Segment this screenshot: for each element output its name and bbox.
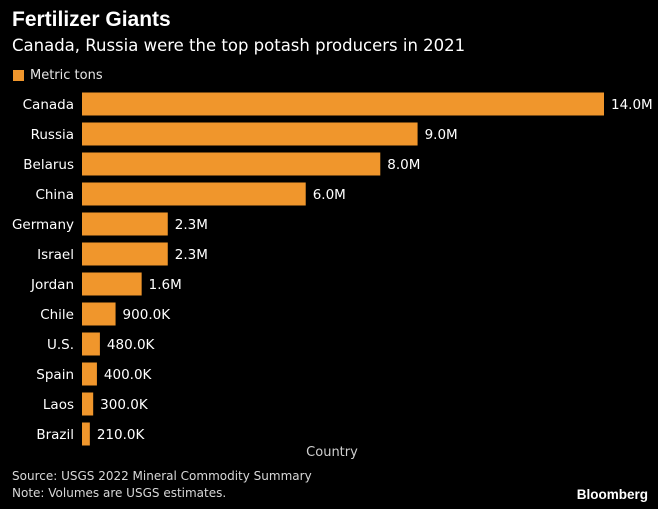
category-label: Russia bbox=[31, 127, 74, 143]
data-label: 8.0M bbox=[387, 157, 420, 173]
data-label: 210.0K bbox=[97, 427, 146, 443]
data-label: 9.0M bbox=[425, 127, 458, 143]
bar bbox=[82, 422, 90, 446]
category-label: Canada bbox=[23, 97, 74, 113]
category-label: Laos bbox=[43, 397, 74, 413]
source-note: Source: USGS 2022 Mineral Commodity Summ… bbox=[12, 469, 312, 483]
bar bbox=[82, 92, 604, 116]
data-label: 2.3M bbox=[175, 247, 208, 263]
bar bbox=[82, 362, 97, 386]
category-label: Brazil bbox=[36, 427, 74, 443]
category-label: Spain bbox=[36, 367, 74, 383]
bar bbox=[82, 182, 306, 206]
data-label: 14.0M bbox=[611, 97, 653, 113]
data-label: 1.6M bbox=[149, 277, 182, 293]
data-label: 480.0K bbox=[107, 337, 156, 353]
bar bbox=[82, 332, 100, 356]
category-label: Jordan bbox=[30, 277, 74, 293]
footnote: Note: Volumes are USGS estimates. bbox=[12, 486, 227, 500]
data-label: 6.0M bbox=[313, 187, 346, 203]
category-label: Germany bbox=[12, 217, 74, 233]
legend-label: Metric tons bbox=[30, 68, 103, 83]
data-label: 400.0K bbox=[104, 367, 153, 383]
data-label: 2.3M bbox=[175, 217, 208, 233]
bar bbox=[82, 302, 116, 326]
category-label: U.S. bbox=[47, 337, 74, 353]
data-label: 300.0K bbox=[100, 397, 149, 413]
category-label: China bbox=[35, 187, 74, 203]
bar bbox=[82, 392, 94, 416]
category-label: Israel bbox=[37, 247, 74, 263]
legend-swatch bbox=[13, 70, 24, 81]
bar bbox=[82, 272, 142, 296]
chart-title: Fertilizer Giants bbox=[12, 8, 171, 31]
legend: Metric tons bbox=[13, 68, 103, 83]
category-label: Chile bbox=[40, 307, 74, 323]
bar bbox=[82, 212, 168, 236]
x-axis-label: Country bbox=[306, 445, 358, 460]
bloomberg-logo: Bloomberg bbox=[576, 487, 648, 502]
data-label: 900.0K bbox=[123, 307, 172, 323]
bar bbox=[82, 242, 168, 266]
bar bbox=[82, 122, 418, 146]
bar bbox=[82, 152, 381, 176]
category-label: Belarus bbox=[23, 157, 74, 173]
chart-subtitle: Canada, Russia were the top potash produ… bbox=[12, 36, 466, 55]
